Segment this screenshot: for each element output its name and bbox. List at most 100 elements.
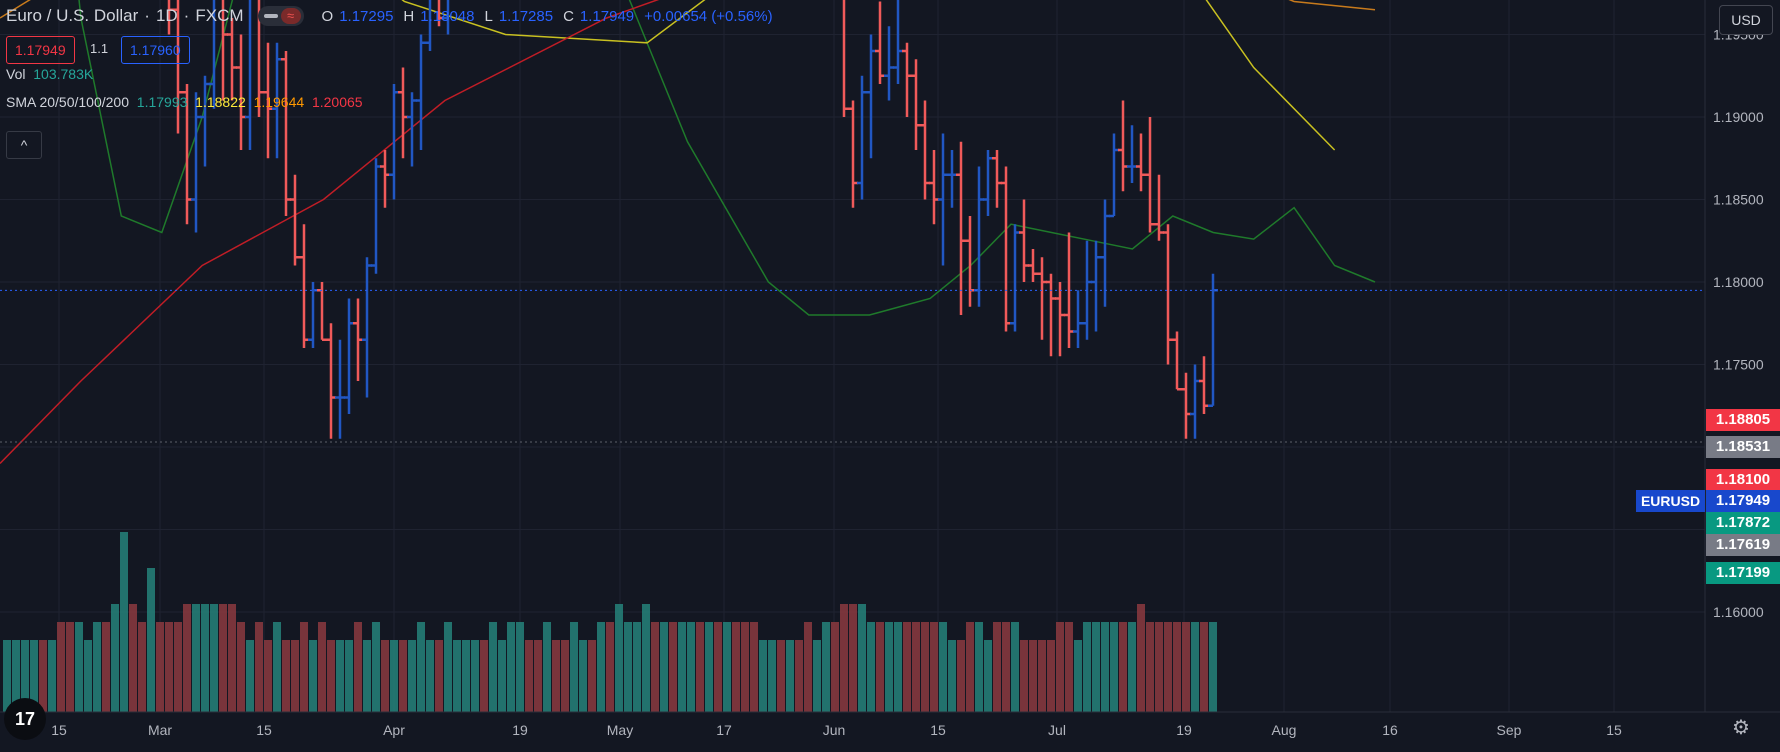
chevron-up-icon: ^: [20, 137, 28, 153]
volume-bar: [1038, 640, 1046, 712]
volume-bar: [336, 640, 344, 712]
volume-bar: [237, 622, 245, 712]
volume-bar: [84, 640, 92, 712]
low-label: L: [484, 7, 493, 25]
symbol-header: Euro / U.S. Dollar · 1D · FXCM ≈ O 1.1729…: [6, 6, 773, 26]
currency-button[interactable]: USD: [1719, 5, 1773, 35]
volume-bar: [921, 622, 929, 712]
volume-bar: [696, 622, 704, 712]
moving-averages: [0, 0, 1376, 465]
volume-bar: [1173, 622, 1181, 712]
exchange-label: FXCM: [195, 6, 244, 25]
volume-bar: [102, 622, 110, 712]
time-axis[interactable]: 15 Mar 15 Apr 19 May 17 Jun 15 Jul 19 Aug 16 Sep 15: [51, 722, 1622, 738]
volume-bar: [768, 640, 776, 712]
price-tag: 1.17619: [1706, 534, 1780, 556]
time-tick-label: 15: [930, 722, 946, 738]
volume-bar: [669, 622, 677, 712]
volume-bar: [192, 604, 200, 712]
sma20-value: 1.17993: [136, 94, 188, 110]
volume-bar: [840, 604, 848, 712]
volume-bar: [894, 622, 902, 712]
volume-bar: [507, 622, 515, 712]
time-tick-label: Sep: [1497, 722, 1522, 738]
vertical-grid: [58, 0, 1615, 712]
volume-bar: [1011, 622, 1019, 712]
volume-bar: [390, 640, 398, 712]
volume-bar: [453, 640, 461, 712]
volume-bar: [1200, 622, 1208, 712]
volume-bar: [381, 640, 389, 712]
time-tick-label: 16: [1382, 722, 1398, 738]
volume-bar: [534, 640, 542, 712]
last-price-tag: 1.17949: [1706, 490, 1780, 512]
volume-bar: [795, 640, 803, 712]
volume-bar: [930, 622, 938, 712]
volume-bar: [939, 622, 947, 712]
volume-bar: [1074, 640, 1082, 712]
volume-bar: [831, 622, 839, 712]
volume-bar: [165, 622, 173, 712]
volume-bar: [498, 640, 506, 712]
volume-bars: [3, 532, 1217, 712]
volume-bar: [624, 622, 632, 712]
interval-label[interactable]: 1D: [155, 6, 178, 25]
volume-bar: [426, 640, 434, 712]
volume-bar: [345, 640, 353, 712]
volume-bar: [849, 604, 857, 712]
volume-bar: [723, 622, 731, 712]
sma200-value: 1.20065: [311, 94, 363, 110]
volume-bar: [3, 640, 11, 712]
price-tag: 1.18805: [1706, 409, 1780, 431]
volume-bar: [318, 622, 326, 712]
time-tick-label: 19: [512, 722, 528, 738]
volume-bar: [354, 622, 362, 712]
sma200-line: [0, 0, 660, 465]
volume-bar: [822, 622, 830, 712]
volume-bar: [687, 622, 695, 712]
collapse-legend-button[interactable]: ^: [6, 131, 42, 159]
volume-bar: [525, 640, 533, 712]
volume-bar: [867, 622, 875, 712]
sma-legend[interactable]: SMA 20/50/100/200 1.17993 1.18822 1.1964…: [6, 94, 363, 110]
volume-bar: [210, 604, 218, 712]
volume-bar: [903, 622, 911, 712]
volume-bar: [12, 640, 20, 712]
close-label: C: [563, 7, 574, 25]
gear-icon[interactable]: ⚙: [1732, 717, 1750, 739]
price-tick-label: 1.16000: [1713, 604, 1764, 620]
volume-bar: [435, 640, 443, 712]
sell-price-button[interactable]: 1.17949: [6, 36, 75, 64]
volume-bar: [120, 532, 128, 712]
volume-legend[interactable]: Vol 103.783K: [6, 66, 93, 82]
tradingview-logo-icon[interactable]: 17: [4, 698, 46, 740]
volume-bar: [813, 640, 821, 712]
price-tick-label: 1.18500: [1713, 192, 1764, 208]
volume-bar: [1164, 622, 1172, 712]
market-status-toggle[interactable]: ≈: [257, 6, 304, 26]
volume-bar: [759, 640, 767, 712]
volume-bar: [750, 622, 758, 712]
high-value: 1.18048: [420, 7, 475, 25]
volume-bar: [282, 640, 290, 712]
time-tick-label: Mar: [148, 722, 172, 738]
volume-bar: [786, 640, 794, 712]
price-tick-label: 1.18000: [1713, 274, 1764, 290]
volume-bar: [1020, 640, 1028, 712]
volume-bar: [984, 640, 992, 712]
volume-bar: [1110, 622, 1118, 712]
symbol-name[interactable]: Euro / U.S. Dollar: [6, 6, 139, 25]
buy-price-button[interactable]: 1.17960: [121, 36, 190, 64]
volume-bar: [309, 640, 317, 712]
volume-bar: [705, 622, 713, 712]
price-tag: 1.18531: [1706, 436, 1780, 458]
volume-bar: [777, 640, 785, 712]
volume-bar: [1002, 622, 1010, 712]
open-value: 1.17295: [339, 7, 394, 25]
price-tag: 1.17872: [1706, 512, 1780, 534]
volume-bar: [633, 622, 641, 712]
volume-bar: [642, 604, 650, 712]
high-label: H: [403, 7, 415, 25]
sma20-line: [78, 0, 1376, 316]
